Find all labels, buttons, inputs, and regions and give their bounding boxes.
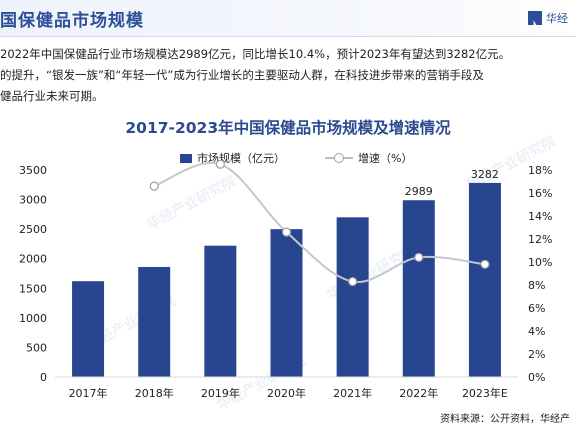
right-tick-label: 4% (528, 325, 545, 338)
x-tick-label: 2019年 (201, 386, 240, 400)
legend-item-line: 增速（%） (325, 150, 412, 166)
left-tick-label: 1000 (19, 312, 47, 325)
right-tick-label: 18% (528, 164, 552, 177)
line-series (149, 159, 490, 287)
data-labels: 2989 3282 (405, 168, 499, 198)
x-axis-labels: 2017年 2018年 2019年 2020年 2021年 2022年 2023年E (69, 386, 508, 400)
x-tick-label: 2021年 (333, 386, 372, 400)
intro-line-1: 2022年中国保健品行业市场规模达2989亿元，同比增长10.4%，预计2023… (0, 47, 511, 61)
growth-point (149, 181, 159, 191)
right-axis-ticks: 0% 2% 4% 6% 8% 10% 12% 14% 16% 18% (528, 164, 552, 384)
left-tick-label: 3000 (19, 194, 47, 207)
right-tick-label: 14% (528, 210, 552, 223)
left-tick-label: 2000 (19, 253, 47, 266)
brand-logo: 华经 (528, 10, 568, 26)
brand-icon (528, 11, 542, 25)
right-tick-label: 12% (528, 233, 552, 246)
growth-point (348, 276, 358, 287)
growth-point (215, 159, 225, 169)
x-tick-label: 2017年 (69, 386, 108, 400)
header-divider (0, 36, 576, 37)
chart-title: 2017-2023年中国保健品市场规模及增速情况 (125, 119, 451, 137)
left-axis-ticks: 0 500 1000 1500 2000 2500 3000 3500 (19, 164, 47, 384)
intro-paragraph: 2022年中国保健品行业市场规模达2989亿元，同比增长10.4%，预计2023… (0, 44, 576, 107)
growth-point (414, 252, 424, 262)
left-tick-label: 500 (26, 341, 47, 354)
growth-line (153, 161, 486, 283)
bar (138, 266, 171, 377)
right-tick-label: 6% (528, 302, 545, 315)
x-tick-label: 2022年 (399, 386, 438, 400)
x-tick-label: 2020年 (267, 386, 306, 400)
source-note: 资料来源：公开资料，华经产 (440, 414, 570, 425)
right-tick-label: 16% (528, 187, 552, 200)
left-tick-label: 0 (40, 371, 47, 384)
bar (72, 281, 105, 377)
bar (402, 200, 435, 377)
header-bar (0, 0, 576, 36)
watermark-text: 华经产业研究院 (144, 173, 239, 234)
left-tick-label: 3500 (19, 164, 47, 177)
bar-data-label: 2989 (405, 185, 433, 198)
bar (468, 182, 501, 377)
right-tick-label: 0% (528, 371, 545, 384)
x-tick-label: 2023年E (462, 386, 508, 400)
x-tick-label: 2018年 (135, 386, 174, 400)
legend-bar-swatch (180, 153, 192, 163)
intro-line-2: 的提升，“银发一族”和“年轻一代”成为行业增长的主要驱动人群，在科技进步带来的营… (0, 68, 484, 82)
brand-name: 华经 (546, 12, 568, 25)
left-tick-label: 1500 (19, 282, 47, 295)
bar-data-label: 3282 (471, 168, 499, 181)
legend-line-swatch (325, 153, 353, 163)
growth-point (281, 227, 292, 237)
bar (204, 245, 237, 377)
right-tick-label: 8% (528, 279, 545, 292)
bar-series (72, 182, 501, 377)
intro-line-3: 健品行业未来可期。 (0, 89, 104, 103)
right-tick-label: 10% (528, 256, 552, 269)
legend-line-label: 增速（%） (358, 152, 413, 165)
bar (270, 229, 303, 377)
right-tick-label: 2% (528, 348, 545, 361)
bar (336, 217, 369, 377)
page-title: 国保健品市场规模 (0, 11, 144, 31)
left-tick-label: 2500 (19, 223, 47, 236)
growth-point (480, 259, 490, 269)
